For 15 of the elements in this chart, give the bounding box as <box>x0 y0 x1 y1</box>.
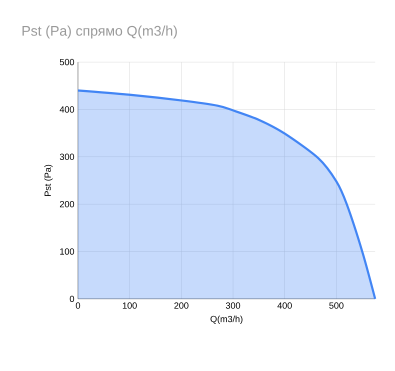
chart-title: Pst (Pa) спрямо Q(m3/h) <box>22 26 177 39</box>
y-tick-label: 200 <box>60 201 74 208</box>
x-tick-label: 400 <box>277 302 292 309</box>
y-tick-label: 400 <box>60 106 74 113</box>
x-tick-label: 100 <box>122 302 137 309</box>
x-axis-title: Q(m3/h) <box>210 316 242 324</box>
x-tick-label: 500 <box>329 302 344 309</box>
y-tick-label: 100 <box>60 248 74 255</box>
x-tick-label: 300 <box>226 302 240 309</box>
y-tick-label: 500 <box>60 58 74 66</box>
y-tick-label: 0 <box>70 296 74 302</box>
x-tick-label: 200 <box>174 302 188 309</box>
y-tick-label: 300 <box>60 154 74 160</box>
y-axis-title: Pst (Pa) <box>44 164 53 196</box>
x-tick-label: 0 <box>76 302 80 309</box>
